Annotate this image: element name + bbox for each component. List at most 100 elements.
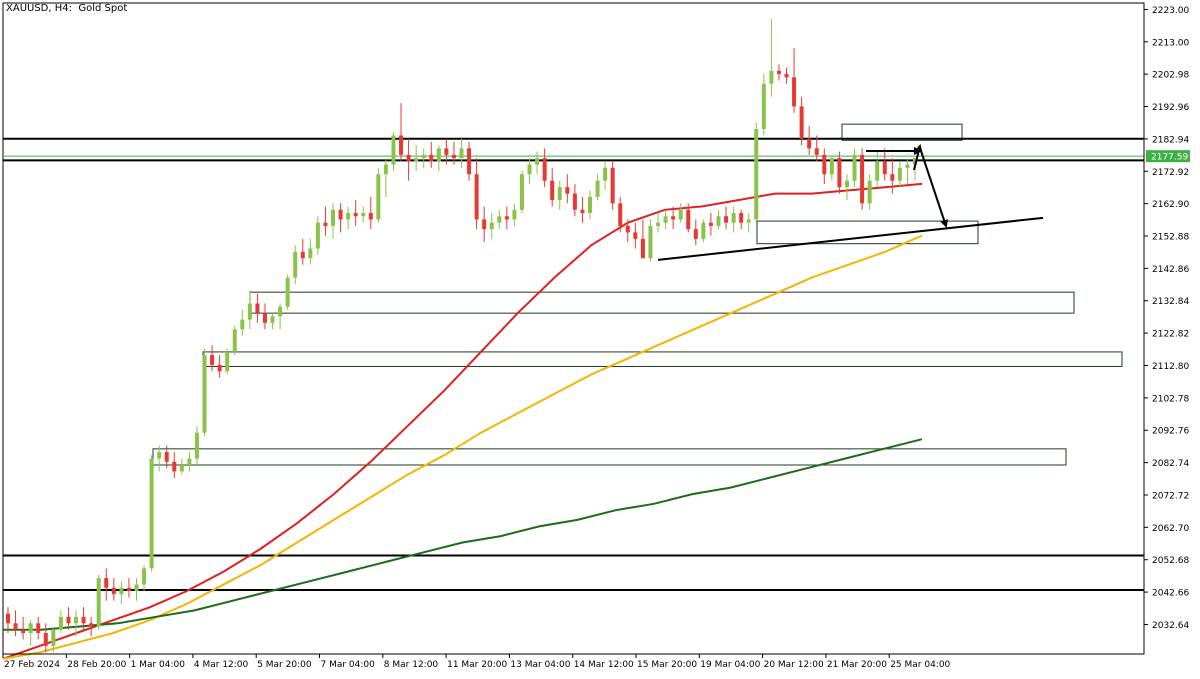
candle (852, 148, 857, 188)
candle (754, 122, 759, 223)
candle (610, 161, 615, 210)
candle (194, 426, 199, 465)
candle (656, 213, 661, 233)
candle (792, 48, 797, 113)
x-tick-label: 14 Mar 12:00 (574, 660, 634, 670)
candle-body (21, 629, 26, 633)
candle-body (308, 248, 313, 259)
candle (482, 206, 487, 243)
candle (784, 67, 789, 84)
candle-body (557, 187, 562, 201)
candle-body (376, 174, 381, 220)
candle (625, 219, 630, 243)
candle-body (74, 616, 79, 624)
candle-body (81, 616, 86, 624)
x-tick-label: 4 Mar 12:00 (194, 660, 249, 670)
y-tick-label: 2032.64 (1152, 621, 1189, 631)
candle (6, 607, 10, 633)
candle-body (232, 329, 237, 352)
candle-body (6, 613, 10, 624)
candle-body (210, 355, 215, 365)
candle (512, 203, 517, 226)
candle-body (784, 74, 789, 78)
candle (270, 313, 275, 330)
candle-body (262, 313, 267, 323)
candle (172, 452, 177, 478)
candle-body (678, 209, 683, 220)
ma-fast-line (2, 182, 923, 660)
candle-body (656, 222, 661, 226)
candle (451, 141, 456, 165)
candle-body (860, 154, 865, 204)
candle (278, 303, 283, 330)
candle (444, 138, 449, 165)
candle-body (414, 158, 419, 162)
candle (406, 138, 411, 181)
candle-body (754, 129, 759, 220)
y-tick-label: 2162.90 (1152, 200, 1189, 210)
candle-body (383, 164, 388, 175)
candle (565, 174, 570, 204)
y-tick-label: 2042.66 (1152, 589, 1189, 599)
candle-body (368, 213, 373, 220)
candle-body (217, 364, 222, 372)
candle (587, 190, 592, 220)
candle (572, 183, 577, 217)
candle (822, 148, 827, 184)
candle-body (361, 213, 366, 217)
candle (58, 610, 63, 633)
candle-body (66, 616, 71, 624)
symbol-name: XAUUSD (6, 3, 49, 14)
candle (890, 158, 895, 194)
candle (693, 219, 698, 246)
x-tick-label: 13 Mar 04:00 (510, 660, 570, 670)
y-tick-label: 2052.68 (1152, 556, 1189, 566)
candle (467, 141, 472, 181)
candle-body (406, 154, 411, 162)
x-tick-label: 28 Feb 20:00 (67, 660, 126, 670)
candle (81, 607, 86, 630)
x-tick-label: 19 Mar 04:00 (700, 660, 760, 670)
candle-body (474, 174, 479, 220)
candle (285, 274, 290, 310)
candle-body (451, 154, 456, 159)
candle-body (194, 432, 199, 459)
y-tick-label: 2132.84 (1152, 297, 1189, 307)
candle (557, 180, 562, 210)
candle-body (822, 154, 827, 175)
candle-body (769, 70, 774, 84)
candle (28, 620, 33, 646)
candle (187, 452, 192, 472)
candle (489, 213, 494, 239)
candle (829, 154, 834, 181)
y-tick-label: 2223.00 (1152, 6, 1189, 16)
candle (542, 148, 547, 188)
candle (875, 151, 880, 188)
candle (761, 74, 766, 136)
plot-frame (2, 2, 1145, 655)
candle (43, 623, 48, 653)
timeframe-label: H4 (54, 3, 69, 14)
candle-body (792, 77, 797, 107)
moving-averages-layer (2, 182, 923, 660)
candle-body (255, 303, 260, 314)
candle-body (28, 623, 33, 633)
candle-body (633, 232, 638, 239)
candle-body (482, 219, 487, 230)
zone-rect (841, 123, 963, 141)
candle (66, 607, 71, 630)
candle-body (776, 70, 781, 75)
candle (799, 96, 804, 146)
candle-body (172, 461, 177, 472)
candle (383, 158, 388, 197)
candle (807, 125, 812, 155)
candle (179, 458, 184, 475)
candle (769, 19, 774, 97)
candle (640, 219, 645, 259)
candle (897, 161, 902, 188)
candle (262, 303, 267, 330)
candle-body (572, 193, 577, 210)
y-tick-label: 2202.98 (1152, 71, 1189, 81)
